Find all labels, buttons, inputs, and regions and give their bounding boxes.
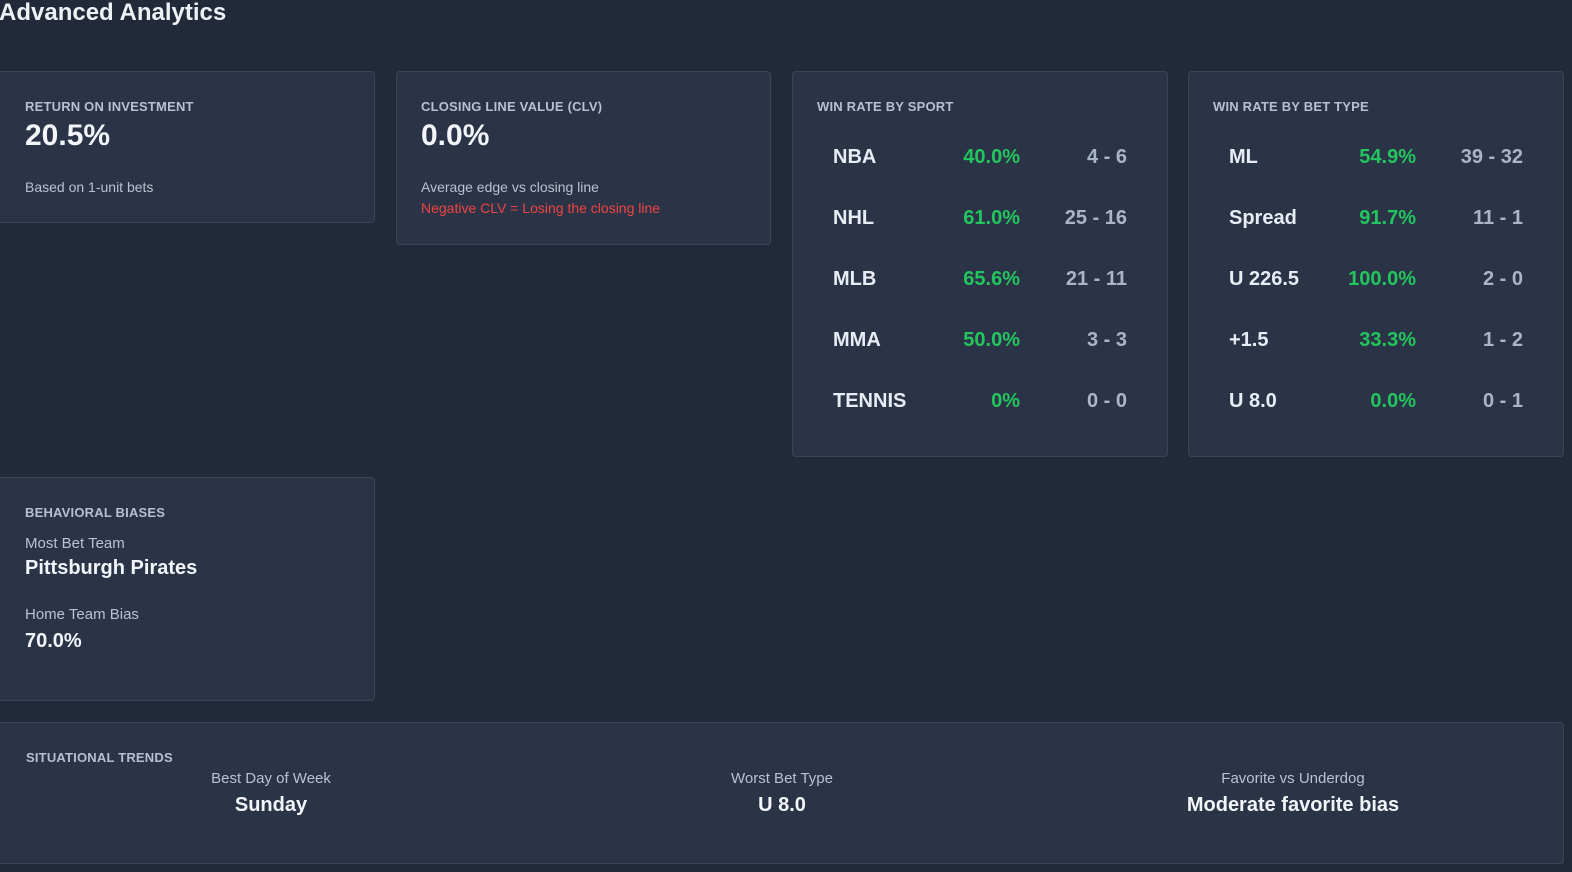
bet-type-record: 1 - 2 — [1482, 329, 1523, 351]
bet-type-name: ML — [1229, 146, 1258, 168]
sport-win-pct: 40.0% — [963, 146, 1020, 168]
bet-type-win-pct: 100.0% — [1348, 268, 1416, 290]
favorite-vs-underdog-label: Favorite vs Underdog — [1221, 770, 1365, 787]
bet-type-row-ml: ML 54.9% 39 - 32 — [1189, 146, 1563, 176]
clv-card-label: CLOSING LINE VALUE (CLV) — [421, 99, 603, 114]
bet-type-row-under-226-5: U 226.5 100.0% 2 - 0 — [1189, 268, 1563, 298]
sport-record: 3 - 3 — [1086, 329, 1127, 351]
win-rate-bet-type-label: WIN RATE BY BET TYPE — [1213, 99, 1369, 114]
bet-type-name: +1.5 — [1229, 329, 1269, 351]
sport-win-pct: 50.0% — [963, 329, 1020, 351]
sport-row-nba: NBA 40.0% 4 - 6 — [793, 146, 1167, 176]
sport-win-pct: 65.6% — [963, 268, 1020, 290]
sport-row-tennis: TENNIS 0% 0 - 0 — [793, 390, 1167, 420]
most-bet-team-value: Pittsburgh Pirates — [25, 557, 198, 579]
bet-type-name: Spread — [1229, 207, 1297, 229]
clv-card: CLOSING LINE VALUE (CLV) 0.0% Average ed… — [396, 71, 771, 245]
bet-type-name: U 8.0 — [1229, 390, 1277, 412]
sport-name: TENNIS — [833, 390, 907, 412]
roi-card-label: RETURN ON INVESTMENT — [25, 99, 194, 114]
most-bet-team-label: Most Bet Team — [25, 535, 125, 552]
bet-type-win-pct: 91.7% — [1359, 207, 1416, 229]
favorite-vs-underdog-value: Moderate favorite bias — [1186, 794, 1400, 816]
bet-type-row-spread: Spread 91.7% 11 - 1 — [1189, 207, 1563, 237]
bet-type-record: 2 - 0 — [1482, 268, 1523, 290]
sport-win-pct: 0% — [991, 390, 1020, 412]
roi-value: 20.5% — [25, 119, 111, 152]
situational-trends-card: SITUATIONAL TRENDS Best Day of Week Sund… — [0, 722, 1564, 864]
roi-note: Based on 1-unit bets — [25, 179, 154, 195]
sport-row-nhl: NHL 61.0% 25 - 16 — [793, 207, 1167, 237]
behavioral-biases-label: BEHAVIORAL BIASES — [25, 505, 166, 520]
bet-type-win-pct: 0.0% — [1370, 390, 1416, 412]
bet-type-record: 39 - 32 — [1460, 146, 1523, 168]
sport-name: NHL — [833, 207, 875, 229]
sport-win-pct: 61.0% — [963, 207, 1020, 229]
sport-record: 4 - 6 — [1086, 146, 1127, 168]
page-title: Advanced Analytics — [0, 0, 227, 26]
clv-note: Average edge vs closing line — [421, 179, 599, 195]
sport-name: NBA — [833, 146, 877, 168]
behavioral-biases-card: BEHAVIORAL BIASES Most Bet Team Pittsbur… — [0, 477, 375, 701]
worst-bet-type-value: U 8.0 — [758, 794, 806, 816]
worst-bet-type-label: Worst Bet Type — [731, 770, 833, 787]
sport-row-mlb: MLB 65.6% 21 - 11 — [793, 268, 1167, 298]
win-rate-sport-card: WIN RATE BY SPORT NBA 40.0% 4 - 6 NHL 61… — [792, 71, 1168, 457]
trend-worst-bet-type: Worst Bet Type U 8.0 — [602, 770, 962, 817]
best-day-value: Sunday — [234, 794, 308, 816]
situational-trends-label: SITUATIONAL TRENDS — [26, 750, 173, 765]
bet-type-record: 0 - 1 — [1482, 390, 1523, 412]
bet-type-name: U 226.5 — [1229, 268, 1300, 290]
bet-type-row-under-8-0: U 8.0 0.0% 0 - 1 — [1189, 390, 1563, 420]
bet-type-row-plus-1-5: +1.5 33.3% 1 - 2 — [1189, 329, 1563, 359]
sport-row-mma: MMA 50.0% 3 - 3 — [793, 329, 1167, 359]
home-team-bias-label: Home Team Bias — [25, 606, 139, 623]
clv-warning: Negative CLV = Losing the closing line — [421, 200, 661, 216]
clv-value: 0.0% — [421, 119, 490, 152]
trend-favorite-vs-underdog: Favorite vs Underdog Moderate favorite b… — [1113, 770, 1473, 817]
roi-card: RETURN ON INVESTMENT 20.5% Based on 1-un… — [0, 71, 375, 223]
bet-type-win-pct: 33.3% — [1359, 329, 1416, 351]
sport-name: MMA — [833, 329, 881, 351]
sport-record: 0 - 0 — [1086, 390, 1127, 412]
sport-record: 21 - 11 — [1065, 268, 1127, 290]
sport-name: MLB — [833, 268, 877, 290]
win-rate-sport-label: WIN RATE BY SPORT — [817, 99, 954, 114]
trend-best-day: Best Day of Week Sunday — [91, 770, 451, 817]
home-team-bias-value: 70.0% — [25, 630, 82, 652]
best-day-label: Best Day of Week — [211, 770, 331, 787]
win-rate-bet-type-card: WIN RATE BY BET TYPE ML 54.9% 39 - 32 Sp… — [1188, 71, 1564, 457]
bet-type-record: 11 - 1 — [1472, 207, 1523, 229]
sport-record: 25 - 16 — [1064, 207, 1127, 229]
bet-type-win-pct: 54.9% — [1359, 146, 1416, 168]
